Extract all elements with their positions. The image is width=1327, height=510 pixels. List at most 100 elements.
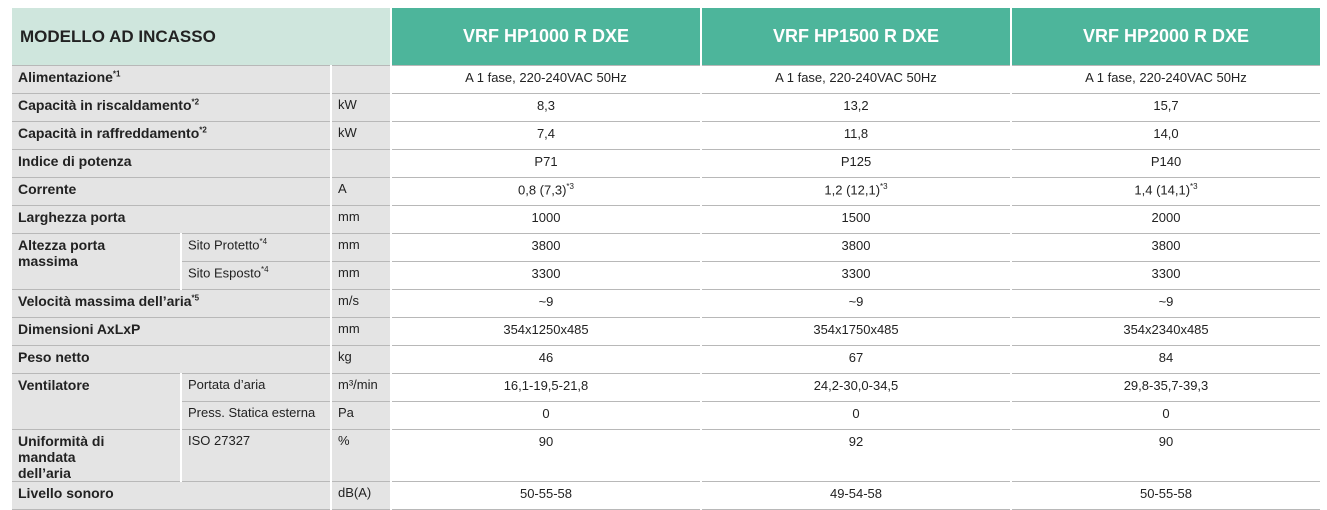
footnote: *4 <box>261 265 269 274</box>
label-text: Dimensioni AxLxP <box>18 321 141 337</box>
unit-text: kW <box>338 125 357 140</box>
value: 1500 <box>700 205 1012 234</box>
unit-text: mm <box>338 237 360 252</box>
unit-text: m³/min <box>338 377 378 392</box>
header-row: MODELLO AD INCASSO VRF HP1000 R DXE VRF H… <box>10 8 1322 66</box>
unit: mm <box>330 317 392 346</box>
unit: mm <box>330 261 392 290</box>
unit: Pa <box>330 401 392 430</box>
unit-text: mm <box>338 321 360 336</box>
value: 84 <box>1010 345 1322 374</box>
value-text: 354x1750x485 <box>813 322 899 337</box>
unit: kW <box>330 93 392 122</box>
spec-row: Dimensioni AxLxP mm 354x1250x485 354x1750x4… <box>10 317 1322 346</box>
row-label: Larghezza porta <box>10 205 332 234</box>
spec-row: Altezza porta massima Sito Protetto*4 mm 38… <box>10 233 1322 290</box>
value-text: 8,3 <box>536 98 556 113</box>
spec-row: Uniformità di mandata dell’aria ISO 27327… <box>10 429 1322 482</box>
value: 354x2340x485 <box>1010 317 1322 346</box>
label-text: Livello sonoro <box>18 485 114 501</box>
row-label: Velocità massima dell’aria*5 <box>10 289 332 318</box>
value-text: 1000 <box>531 210 561 225</box>
unit-text: dB(A) <box>338 485 372 500</box>
value-text: 3300 <box>841 266 871 281</box>
row-label: Livello sonoro <box>10 481 332 510</box>
value-text: 2000 <box>1151 210 1181 225</box>
sub-label-text: Sito Protetto <box>188 237 260 253</box>
value-text: 29,8-35,7-39,3 <box>1123 378 1209 393</box>
unit-text: A <box>338 181 347 196</box>
value: ~9 <box>1010 289 1322 318</box>
value-text: A 1 fase, 220-240VAC 50Hz <box>465 70 627 85</box>
value: 3800 <box>1010 233 1322 262</box>
footnote: *1 <box>112 69 121 79</box>
label-text: Ventilatore <box>18 377 90 393</box>
value: P140 <box>1010 149 1322 178</box>
unit-text: Pa <box>338 405 354 420</box>
spec-table: MODELLO AD INCASSO VRF HP1000 R DXE VRF H… <box>10 8 1322 510</box>
value-text: 0 <box>542 406 550 421</box>
value: ~9 <box>390 289 702 318</box>
value-text: 92 <box>848 434 864 449</box>
value-text: P125 <box>840 154 872 169</box>
value-text: 7,4 <box>536 126 556 141</box>
spec-row: Indice di potenza P71 P125 P140 <box>10 149 1322 178</box>
value: 2000 <box>1010 205 1322 234</box>
unit: m³/min <box>330 373 392 402</box>
table-title: MODELLO AD INCASSO <box>10 8 392 66</box>
value-text: 11,8 <box>843 126 869 141</box>
spec-row: Capacità in raffreddamento*2 kW 7,4 11,8 14,… <box>10 121 1322 150</box>
footnote: *2 <box>199 125 207 135</box>
footnote: *4 <box>259 237 268 246</box>
footnote: *3 <box>1190 182 1198 191</box>
value: 3300 <box>390 261 702 290</box>
spec-row: Larghezza porta mm 1000 1500 2000 <box>10 205 1322 234</box>
row-label: Capacità in raffreddamento*2 <box>10 121 332 150</box>
value-text: 354x2340x485 <box>1123 322 1209 337</box>
unit <box>330 149 392 178</box>
value-text: 3300 <box>1151 266 1181 281</box>
value-text: A 1 fase, 220-240VAC 50Hz <box>1085 70 1247 85</box>
value-text: 24,2-30,0-34,5 <box>813 378 899 393</box>
value-text: 1,2 (12,1) <box>824 182 881 198</box>
value: 15,7 <box>1010 93 1322 122</box>
model-name: VRF HP2000 R DXE <box>1010 8 1322 66</box>
value-text: P140 <box>1150 154 1182 169</box>
value: 13,2 <box>700 93 1012 122</box>
sub-label: ISO 27327 <box>180 429 332 482</box>
row-label: Uniformità di mandata dell’aria <box>10 429 182 482</box>
value-text: ~9 <box>848 294 864 309</box>
value: 1,4 (14,1)*3 <box>1010 177 1322 206</box>
spec-row: Livello sonoro dB(A) 50-55-58 49-54-58 50-55… <box>10 481 1322 510</box>
value: 7,4 <box>390 121 702 150</box>
value-text: ~9 <box>1158 294 1174 309</box>
value-text: A 1 fase, 220-240VAC 50Hz <box>775 70 937 85</box>
value-text: 15,7 <box>1153 98 1179 113</box>
value: 50-55-58 <box>1010 481 1322 510</box>
value: 46 <box>390 345 702 374</box>
value-text: 67 <box>848 350 864 365</box>
label-text: Uniformità di mandata dell’aria <box>18 433 105 481</box>
unit: m/s <box>330 289 392 318</box>
value: 90 <box>1010 429 1322 482</box>
value: A 1 fase, 220-240VAC 50Hz <box>1010 65 1322 94</box>
value-text: 3800 <box>1151 238 1181 253</box>
unit: A <box>330 177 392 206</box>
footnote: *5 <box>191 293 200 303</box>
value: 354x1750x485 <box>700 317 1012 346</box>
unit: dB(A) <box>330 481 392 510</box>
page: MODELLO AD INCASSO VRF HP1000 R DXE VRF H… <box>10 8 1322 510</box>
sub-label-text: ISO 27327 <box>188 433 251 448</box>
label-text: Indice di potenza <box>18 153 132 169</box>
spec-row: Alimentazione*1 A 1 fase, 220-240VAC 50Hz… <box>10 65 1322 94</box>
sub-label: Sito Protetto*4 <box>180 233 332 262</box>
value: 3300 <box>700 261 1012 290</box>
value: 24,2-30,0-34,5 <box>700 373 1012 402</box>
unit-text: mm <box>338 265 360 280</box>
value: 0,8 (7,3)*3 <box>390 177 702 206</box>
value: 0 <box>390 401 702 430</box>
sub-label-text: Sito Esposto <box>188 265 261 281</box>
value: 1000 <box>390 205 702 234</box>
value: 50-55-58 <box>390 481 702 510</box>
value-text: 1500 <box>841 210 871 225</box>
